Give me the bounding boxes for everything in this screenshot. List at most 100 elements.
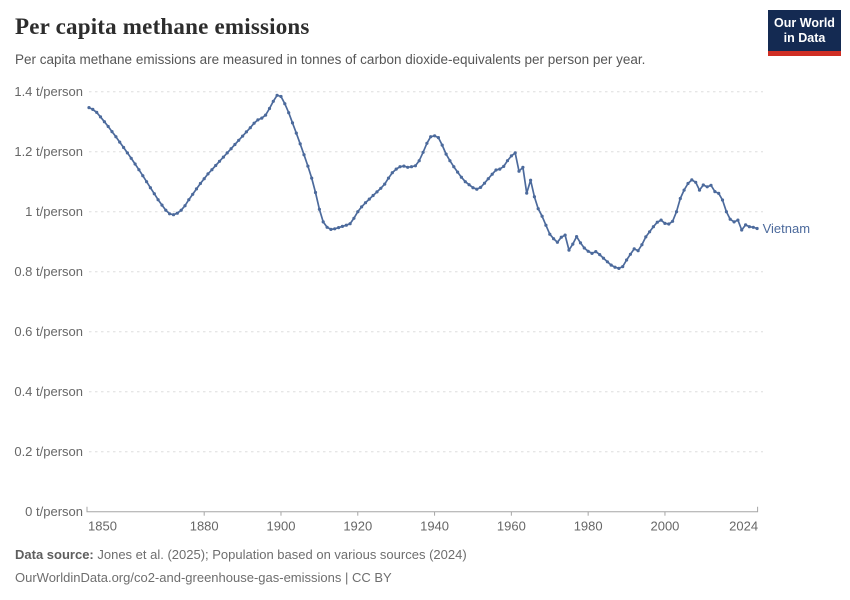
data-point [667, 222, 671, 226]
data-point [294, 131, 298, 135]
data-point [505, 159, 510, 163]
data-point [490, 172, 494, 176]
data-point [555, 240, 560, 244]
y-axis-tick-label: 1.2 t/person [14, 144, 83, 159]
data-point [502, 164, 506, 168]
data-point [271, 99, 275, 103]
data-point [160, 203, 164, 207]
data-point [198, 181, 202, 186]
data-point [471, 186, 475, 190]
data-point [118, 140, 122, 144]
data-point [425, 141, 429, 145]
data-point [444, 152, 448, 156]
data-point [164, 208, 168, 212]
data-point [394, 167, 398, 171]
data-point [260, 116, 264, 120]
data-point [298, 142, 302, 146]
data-point [559, 235, 563, 239]
data-point [648, 230, 652, 234]
data-point [237, 138, 241, 142]
data-point [724, 210, 729, 214]
data-point [348, 222, 352, 226]
x-axis-line [86, 506, 759, 513]
data-point [701, 183, 705, 187]
data-point [605, 260, 610, 264]
data-point [264, 113, 268, 117]
data-point [552, 237, 556, 241]
data-point [498, 167, 502, 171]
data-point [283, 102, 287, 106]
data-point [456, 170, 460, 174]
data-point [613, 265, 617, 269]
data-point [152, 192, 156, 196]
data-point [536, 207, 540, 211]
data-points-vietnam[interactable] [87, 93, 759, 270]
data-point [156, 198, 160, 202]
series-label-vietnam[interactable]: Vietnam [763, 221, 810, 236]
data-point [479, 185, 483, 189]
data-point [187, 198, 191, 202]
data-point [145, 180, 149, 184]
data-point [210, 168, 214, 172]
data-point [744, 223, 748, 227]
data-point [694, 180, 698, 184]
data-point [475, 187, 479, 191]
data-point [329, 227, 333, 231]
chart-subtitle: Per capita methane emissions are measure… [15, 52, 646, 67]
data-point [241, 134, 245, 138]
data-point [590, 251, 594, 255]
license-line: OurWorldinData.org/co2-and-greenhouse-ga… [15, 570, 392, 585]
data-point [540, 214, 544, 218]
data-point [287, 111, 291, 115]
x-axis-tick-label: 1880 [190, 519, 219, 534]
data-point [102, 120, 106, 124]
data-point [194, 187, 199, 191]
y-axis-tick-label: 1 t/person [25, 204, 83, 219]
data-point [467, 183, 471, 187]
data-point [383, 182, 387, 186]
data-point [217, 159, 222, 163]
data-point [248, 126, 252, 130]
data-point [202, 177, 206, 181]
x-axis-tick-label: 1960 [497, 519, 526, 534]
x-axis-tick-label: 1900 [267, 519, 296, 534]
data-point [651, 225, 656, 229]
data-point [755, 226, 759, 231]
data-source-text: Jones et al. (2025); Population based on… [93, 547, 467, 562]
data-point [678, 196, 682, 201]
data-point [655, 220, 659, 224]
data-point [709, 183, 713, 187]
data-point [413, 164, 417, 168]
data-point [532, 195, 537, 199]
data-point [436, 136, 440, 140]
data-point [525, 191, 529, 195]
data-point [548, 232, 552, 236]
data-point [671, 219, 675, 223]
page-title: Per capita methane emissions [15, 14, 310, 39]
data-point [440, 143, 444, 147]
data-point [317, 207, 321, 211]
data-point [171, 213, 176, 217]
data-point [183, 204, 187, 208]
data-point [129, 156, 133, 160]
data-point [720, 198, 725, 202]
data-point [659, 218, 663, 222]
x-axis-tick-label: 2000 [650, 519, 679, 534]
y-axis-tick-label: 0 t/person [25, 504, 83, 519]
data-point [379, 186, 383, 190]
data-point [91, 107, 95, 111]
data-point [567, 248, 571, 252]
data-point [463, 180, 467, 184]
data-point [244, 130, 248, 134]
data-point [594, 250, 598, 254]
data-point [363, 201, 368, 205]
data-point [617, 266, 621, 270]
data-line-vietnam[interactable] [88, 94, 758, 270]
x-axis-tick-label: 1850 [88, 519, 117, 534]
x-axis-tick-label: 2024 [729, 519, 758, 534]
data-point [682, 188, 686, 192]
data-point [517, 169, 521, 173]
data-point [636, 249, 640, 253]
